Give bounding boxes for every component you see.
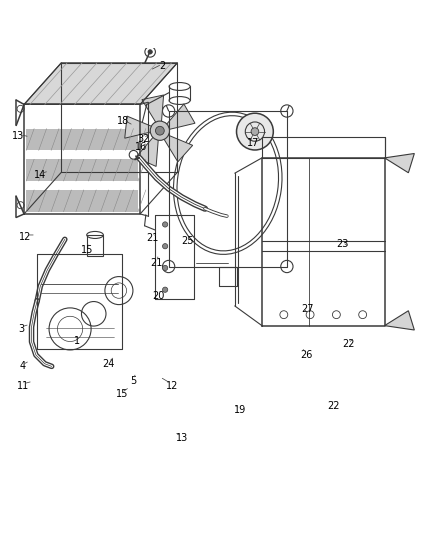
Polygon shape: [163, 134, 193, 162]
Bar: [87, 235, 103, 256]
Circle shape: [162, 244, 168, 249]
Text: 5: 5: [131, 376, 137, 386]
Bar: [26, 159, 138, 181]
Text: 15: 15: [116, 390, 128, 399]
Text: 27: 27: [301, 304, 314, 314]
Circle shape: [150, 121, 170, 140]
Text: 23: 23: [336, 239, 349, 249]
Circle shape: [162, 287, 168, 292]
Polygon shape: [24, 63, 177, 104]
Polygon shape: [142, 95, 164, 124]
Circle shape: [162, 222, 168, 227]
Circle shape: [251, 128, 259, 135]
Text: 22: 22: [342, 340, 354, 350]
Bar: [26, 128, 138, 150]
Polygon shape: [385, 154, 414, 173]
Polygon shape: [385, 311, 414, 330]
Text: 11: 11: [17, 381, 29, 391]
Circle shape: [162, 265, 168, 271]
Text: 21: 21: [146, 233, 159, 243]
Text: 12: 12: [166, 381, 178, 391]
Text: 12: 12: [19, 232, 32, 242]
Text: 13: 13: [176, 433, 188, 443]
Circle shape: [148, 50, 152, 54]
Text: 14: 14: [34, 171, 46, 180]
Text: 25: 25: [181, 236, 194, 246]
Text: 21: 21: [151, 258, 163, 268]
Text: 1: 1: [74, 336, 80, 346]
Text: 32: 32: [138, 134, 150, 144]
Text: 15: 15: [81, 245, 94, 255]
Text: 13: 13: [12, 131, 25, 141]
Text: 20: 20: [152, 291, 165, 301]
Polygon shape: [166, 104, 195, 130]
Text: 2: 2: [159, 61, 165, 71]
Text: 26: 26: [300, 350, 313, 360]
Text: 22: 22: [328, 401, 340, 411]
Text: 17: 17: [247, 138, 259, 148]
Text: 24: 24: [102, 359, 115, 369]
Polygon shape: [125, 116, 153, 138]
Text: 19: 19: [234, 405, 246, 415]
Circle shape: [237, 113, 273, 150]
Bar: [26, 190, 138, 212]
Text: 4: 4: [20, 361, 26, 372]
Text: 3: 3: [18, 324, 24, 334]
Circle shape: [155, 126, 164, 135]
Polygon shape: [136, 136, 159, 166]
Text: 18: 18: [117, 116, 130, 126]
Text: 16: 16: [135, 142, 147, 152]
